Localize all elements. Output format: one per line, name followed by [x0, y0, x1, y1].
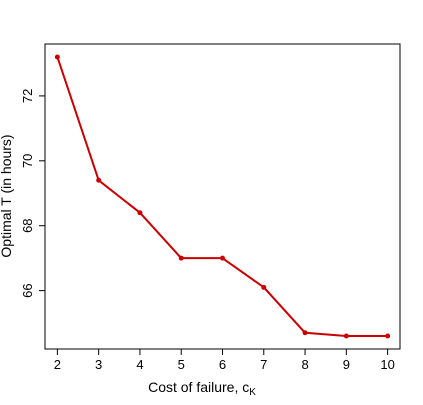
plot-frame	[44, 43, 401, 350]
y-tick-label: 66	[20, 283, 35, 297]
x-tick-label: 7	[260, 357, 267, 372]
data-point	[343, 333, 349, 339]
x-tick-label: 4	[136, 357, 143, 372]
data-point	[54, 54, 60, 60]
x-tick-label: 2	[54, 357, 61, 372]
data-point	[178, 255, 184, 261]
data-point	[220, 255, 225, 261]
data-point	[137, 210, 143, 216]
series-layer	[54, 54, 391, 339]
y-axis: 66 68 70 72	[20, 89, 45, 298]
x-tick-label: 3	[95, 357, 102, 372]
y-tick-label: 72	[20, 89, 35, 103]
x-tick-label: 9	[343, 357, 350, 372]
y-axis-title: Optimal T (in hours)	[0, 134, 14, 257]
data-point	[302, 330, 308, 336]
data-point	[385, 333, 391, 339]
x-tick-label: 6	[219, 357, 226, 372]
x-tick-label: 5	[178, 357, 185, 372]
x-axis: 2 3 4 5 6 7 8 9 10	[54, 349, 395, 372]
series-line	[56, 56, 388, 338]
x-tick-label: 8	[301, 357, 308, 372]
data-point	[261, 284, 267, 290]
x-tick-label: 10	[380, 357, 394, 372]
data-point	[96, 177, 102, 183]
y-tick-label: 70	[20, 154, 35, 168]
x-axis-title: Cost of failure, cK	[148, 379, 256, 398]
y-tick-label: 68	[20, 218, 35, 232]
